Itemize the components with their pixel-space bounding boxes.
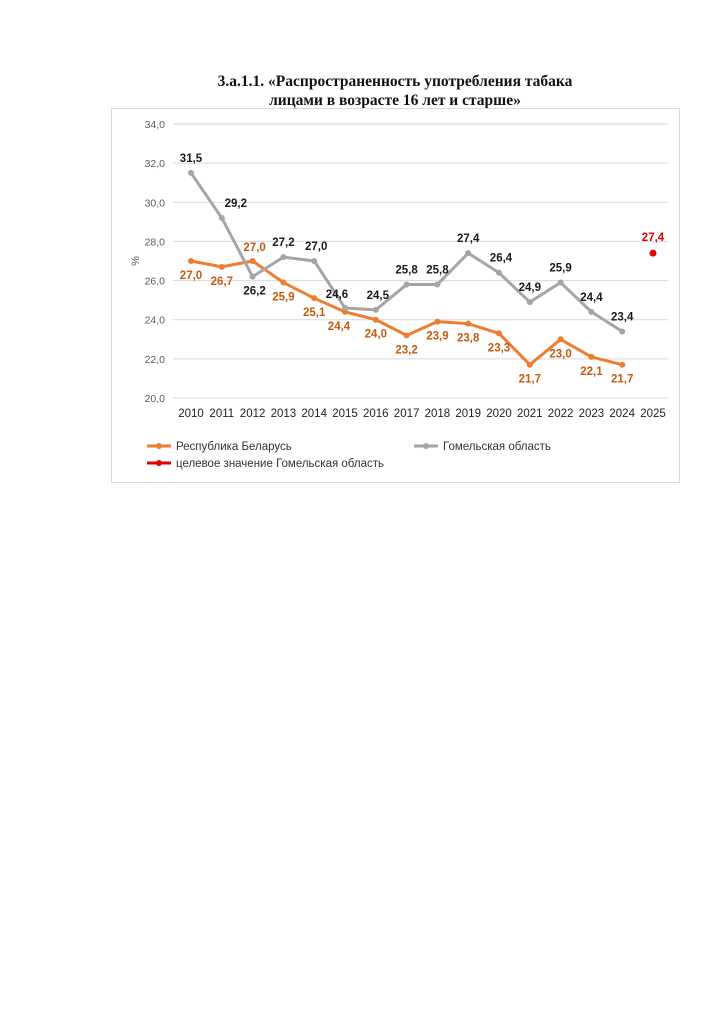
x-tick-label: 2020 [486,408,512,420]
y-axis-label: % [130,256,142,266]
x-tick-label: 2011 [209,408,234,420]
data-point [465,250,472,257]
data-point [588,353,595,360]
x-tick-label: 2017 [394,408,420,420]
data-label: 27,4 [642,232,665,244]
data-label: 25,1 [303,307,326,319]
chart-title: 3.a.1.1. «Распространенность употреблени… [150,72,640,110]
data-label: 24,4 [580,292,603,304]
data-label: 27,2 [272,237,294,249]
data-point [465,320,472,327]
data-label: 23,9 [426,331,448,343]
data-point [588,308,595,315]
data-point [311,295,318,302]
data-point [649,249,657,257]
data-label: 27,0 [305,241,327,253]
legend-label: Гомельская область [443,441,551,453]
x-tick-label: 2015 [332,408,358,420]
y-tick-label: 20,0 [145,393,166,405]
data-point [280,254,287,261]
data-point [557,279,564,286]
data-label: 23,0 [549,348,571,360]
x-tick-label: 2010 [178,408,204,420]
x-tick-label: 2014 [301,408,327,420]
y-tick-label: 26,0 [145,276,166,288]
data-label: 23,3 [488,342,510,354]
data-label: 21,7 [519,374,541,386]
y-tick-label: 24,0 [145,315,166,327]
x-tick-label: 2023 [579,408,605,420]
legend-label: целевое значение Гомельская область [176,458,384,470]
data-point [526,361,533,368]
data-label: 21,7 [611,374,633,386]
data-point [218,214,225,221]
data-label: 22,1 [580,366,603,378]
legend-marker [156,460,162,466]
data-label: 24,4 [328,321,351,333]
data-label: 26,2 [243,286,265,298]
data-point [403,281,410,288]
data-label: 24,6 [326,289,348,301]
data-point [280,279,287,286]
data-label: 27,0 [243,242,265,254]
data-point [434,318,441,325]
data-point [249,258,256,264]
y-tick-label: 22,0 [145,354,166,366]
data-point [188,258,194,264]
data-point [403,332,410,339]
x-tick-label: 2018 [425,408,451,420]
legend-marker [423,443,429,449]
data-label: 26,4 [490,253,513,265]
y-tick-label: 32,0 [145,158,166,170]
data-point [342,304,348,311]
data-label: 27,0 [180,270,202,282]
data-point [434,281,441,288]
data-point [218,263,225,270]
data-label: 27,4 [457,233,480,245]
chart-frame [111,108,680,483]
data-label: 29,2 [225,198,247,210]
data-label: 23,8 [457,333,480,345]
data-point [619,328,626,335]
data-label: 24,9 [519,282,541,294]
data-label: 25,8 [426,264,449,276]
chart-title-line-2: лицами в возрасте 16 лет и старше» [269,92,521,109]
data-point [557,336,564,343]
data-point [249,273,256,280]
data-point [496,269,502,276]
x-tick-label: 2016 [363,408,389,420]
data-point [526,299,533,306]
data-label: 25,8 [395,264,418,276]
data-label: 23,2 [395,344,417,356]
data-label: 26,7 [211,276,233,288]
data-label: 31,5 [180,153,203,165]
data-label: 23,4 [611,311,634,323]
data-point [496,330,502,337]
x-tick-label: 2019 [455,408,481,420]
legend-label: Республика Беларусь [176,441,292,453]
y-tick-label: 28,0 [145,236,166,248]
chart-title-line-1: 3.a.1.1. «Распространенность употреблени… [217,73,573,90]
data-point [188,169,194,176]
x-tick-label: 2012 [240,408,266,420]
data-label: 25,9 [272,292,294,304]
data-point [372,316,379,323]
x-tick-label: 2024 [609,408,635,420]
data-label: 24,5 [367,290,390,302]
x-tick-label: 2013 [271,408,297,420]
x-tick-label: 2021 [517,408,543,420]
x-tick-label: 2025 [640,408,666,420]
legend-marker [156,443,162,449]
y-tick-label: 34,0 [145,119,166,131]
data-point [372,306,379,313]
x-tick-label: 2022 [548,408,574,420]
data-point [311,258,318,264]
data-label: 24,0 [365,329,387,341]
data-label: 25,9 [549,263,571,275]
y-tick-label: 30,0 [145,197,166,209]
data-point [619,361,626,368]
